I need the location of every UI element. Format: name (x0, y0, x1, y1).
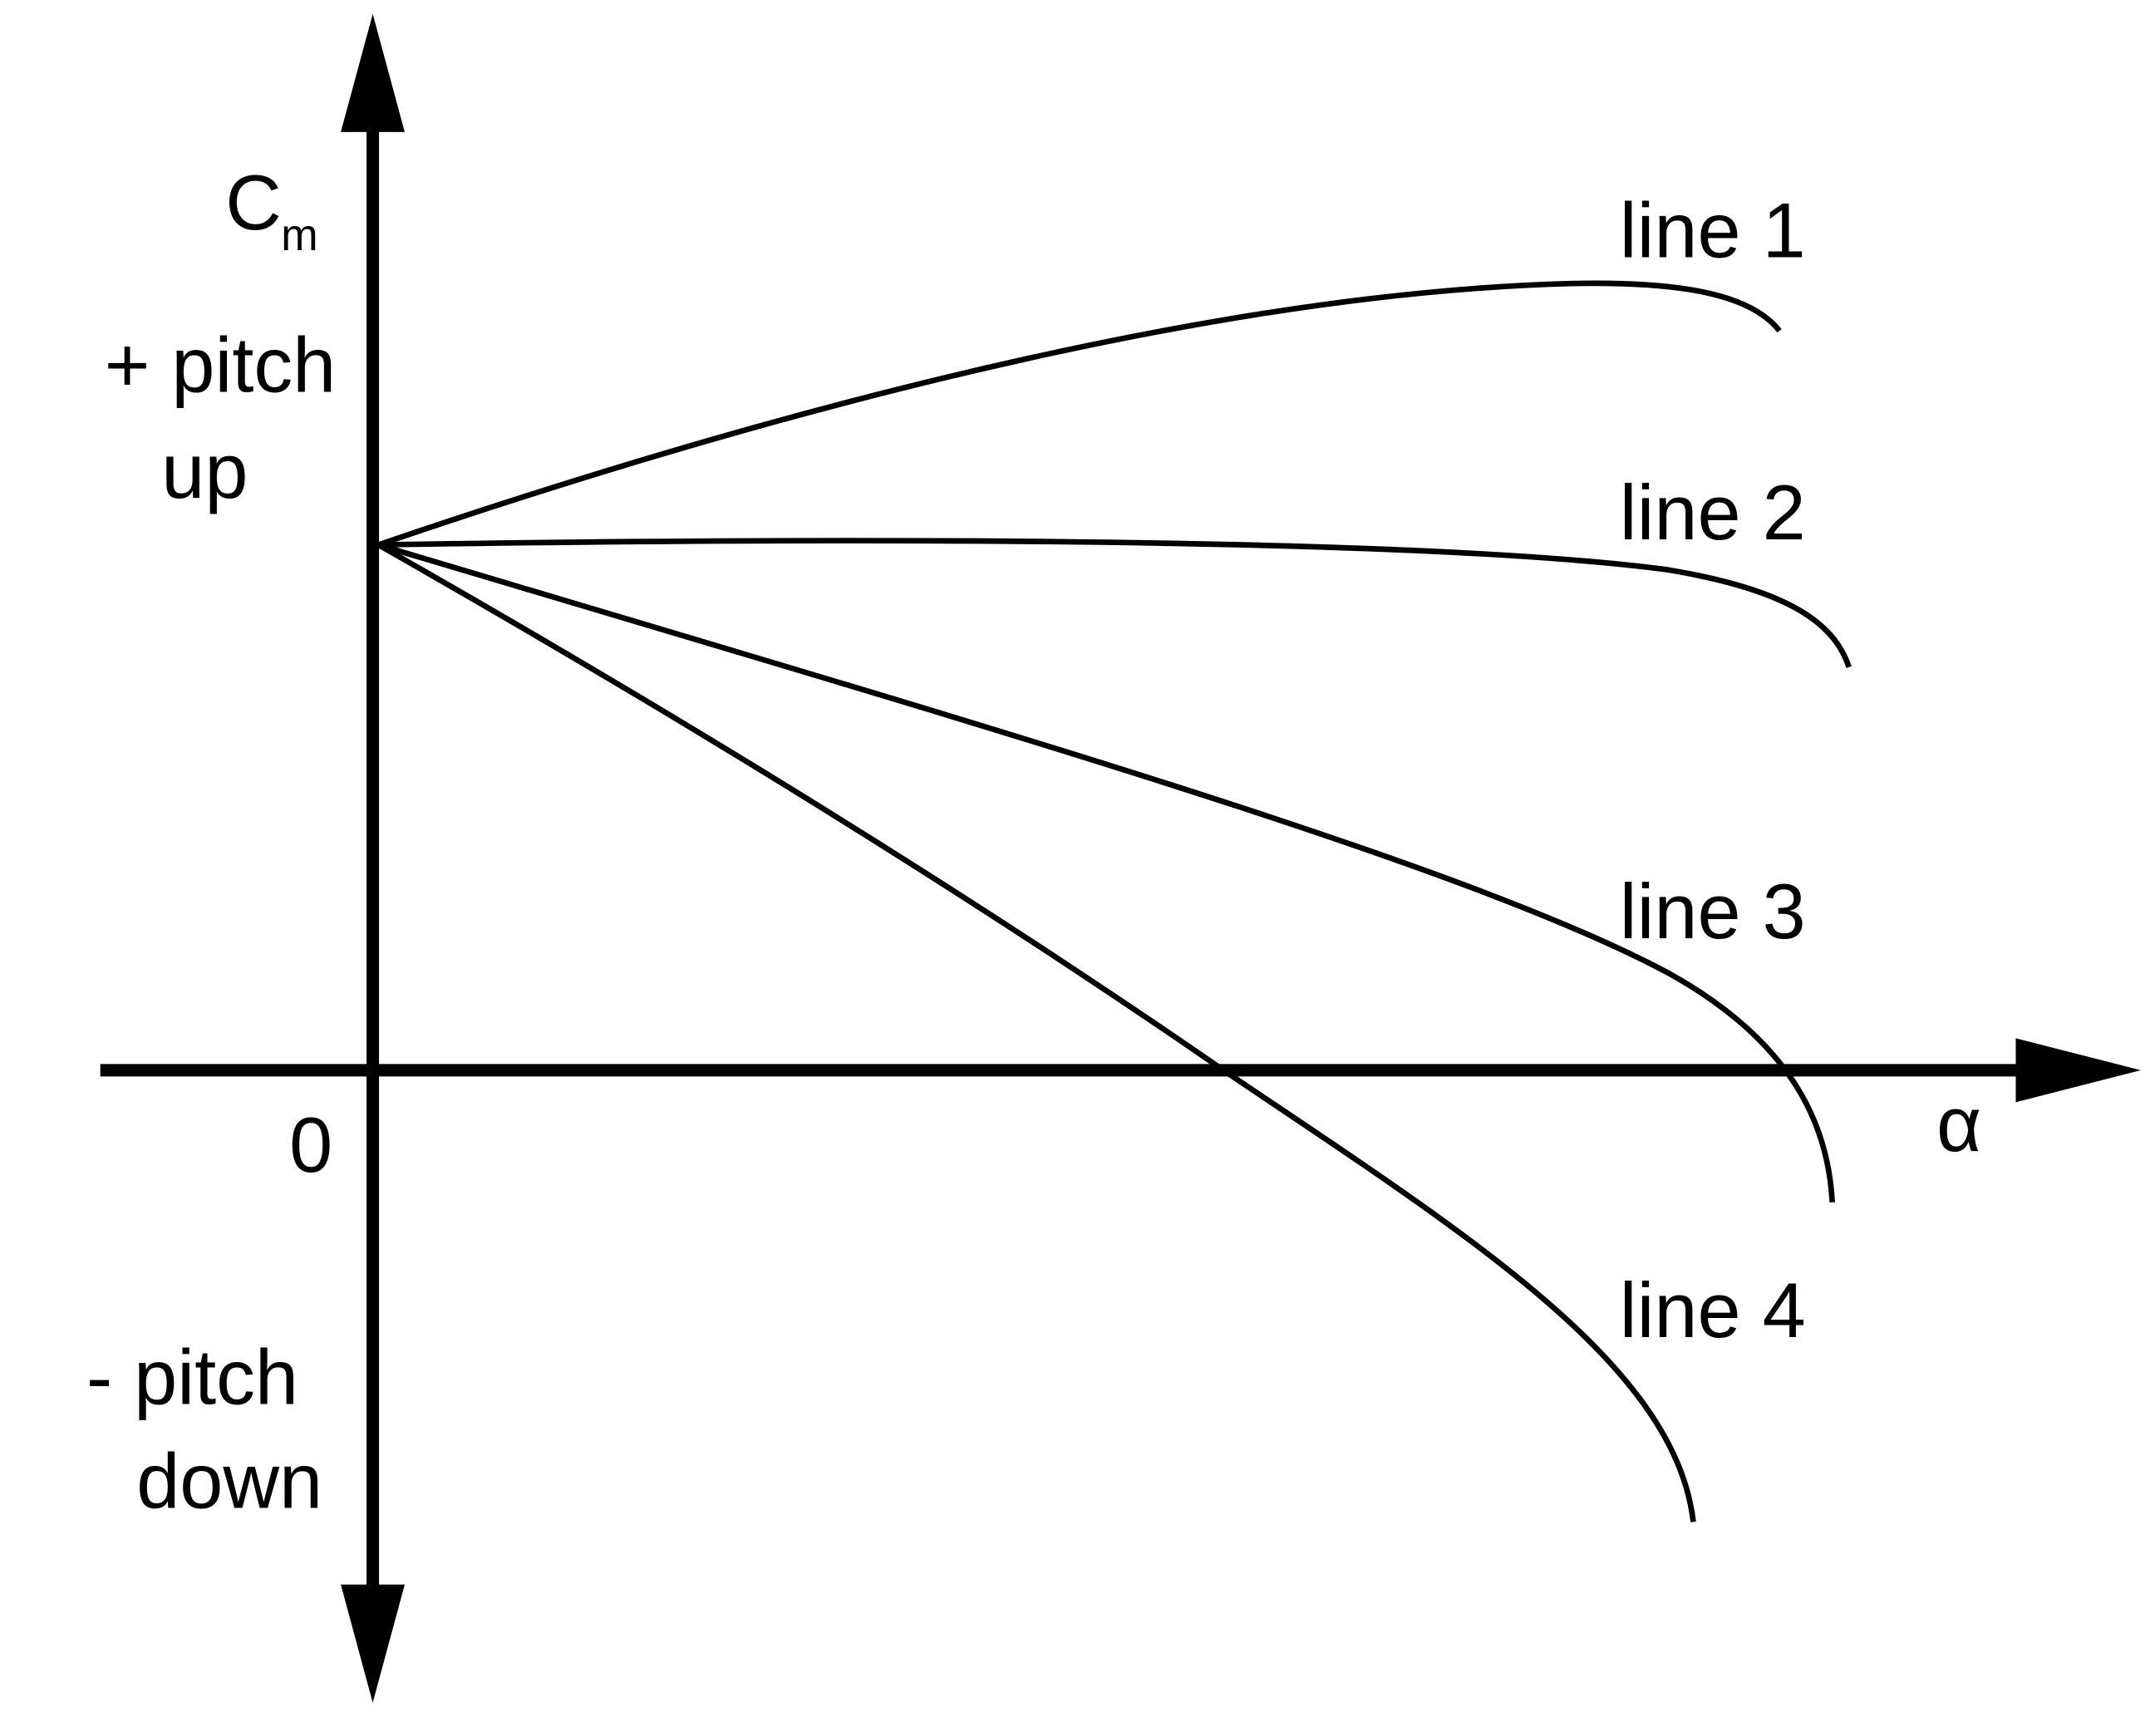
y-axis-label: C (225, 159, 282, 246)
negative-label: down (136, 1438, 322, 1525)
positive-label: up (161, 427, 248, 514)
origin-label: 0 (289, 1101, 332, 1188)
curve-line-1 (377, 280, 1782, 548)
line-label: line 2 (1620, 469, 1806, 556)
x-axis-label: α (1936, 1080, 1981, 1168)
x-axis-arrow (2015, 1038, 2141, 1103)
negative-label: - pitch (86, 1333, 298, 1420)
curve-line-4 (376, 542, 1696, 1522)
line-label: line 4 (1620, 1266, 1806, 1354)
y-axis-label-subscript: m (281, 211, 318, 260)
curve-line-3 (377, 542, 1836, 1202)
y-axis-arrow-down (341, 1584, 405, 1703)
line-label: line 1 (1620, 186, 1806, 273)
positive-label: + pitch (105, 322, 337, 409)
curve-line-2 (378, 538, 1852, 668)
y-axis-arrow-up (341, 13, 405, 132)
line-label: line 3 (1620, 868, 1806, 955)
